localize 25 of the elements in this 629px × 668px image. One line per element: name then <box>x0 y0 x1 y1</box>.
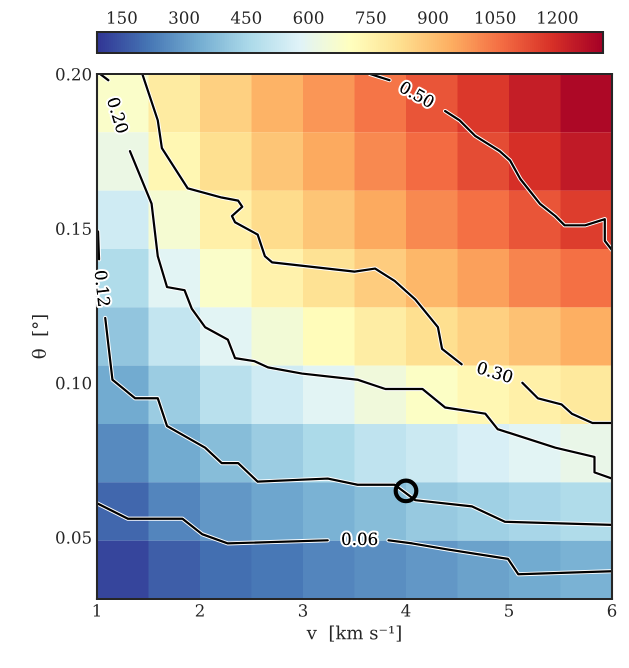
x-tick-label: 1 <box>94 604 100 617</box>
color-bar-label: 150 <box>108 11 137 24</box>
color-bar-label: 750 <box>356 11 386 24</box>
color-bar-label: 600 <box>294 11 324 24</box>
x-tick-label: 3 <box>298 604 308 617</box>
y-tick-label: 0.10 <box>56 376 92 390</box>
color-bar-label: 450 <box>230 11 262 24</box>
x-tick-label: 2 <box>196 604 204 617</box>
x-tick-label: 6 <box>608 604 616 617</box>
series-label: 0.06 <box>342 532 378 546</box>
color-bar-label: 300 <box>169 11 199 24</box>
x-tick-label: 4 <box>401 604 410 617</box>
color-bar-label: 900 <box>418 11 448 24</box>
x-tick-label: 5 <box>505 604 514 617</box>
text: 0.30 <box>476 361 514 384</box>
x-axis-title: v [km s⁻¹] <box>306 626 401 642</box>
y-axis-title: θ [°] <box>32 315 48 358</box>
y-tick-label: 0.20 <box>56 68 92 81</box>
color-bar-label: 1200 <box>538 11 578 24</box>
color-bar-label: 1050 <box>476 11 516 24</box>
text: 0.50 <box>398 80 436 108</box>
y-tick-label: 0.15 <box>56 222 91 235</box>
text: 0.12 <box>94 270 111 306</box>
text: 0.20 <box>106 96 130 134</box>
y-tick-label: 0.05 <box>56 531 91 544</box>
